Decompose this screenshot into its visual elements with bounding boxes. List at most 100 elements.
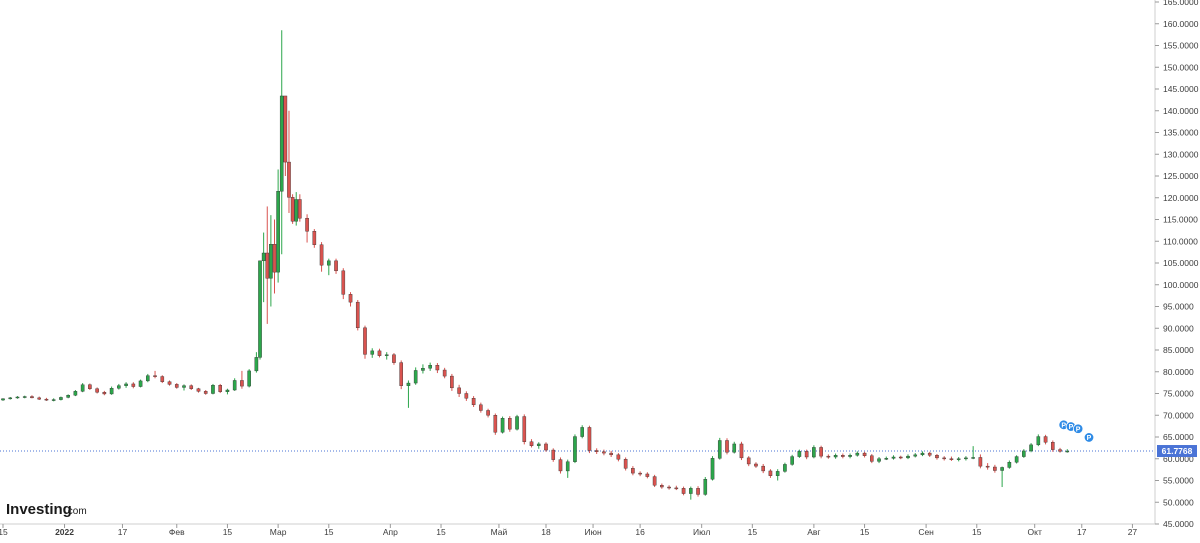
candle[interactable]: [493, 413, 498, 435]
candle[interactable]: [399, 360, 404, 390]
candle[interactable]: [652, 474, 657, 488]
candle[interactable]: [66, 394, 70, 399]
candle[interactable]: [935, 453, 939, 460]
candle[interactable]: [500, 416, 505, 434]
candle[interactable]: [196, 387, 201, 393]
candle[interactable]: [341, 268, 346, 300]
candle[interactable]: [717, 437, 722, 460]
candle[interactable]: [22, 395, 27, 399]
candle[interactable]: [790, 454, 794, 466]
candle[interactable]: [594, 448, 599, 454]
candle[interactable]: [508, 416, 512, 432]
candle[interactable]: [363, 325, 367, 359]
candle[interactable]: [450, 373, 454, 391]
candle[interactable]: [841, 453, 845, 459]
candle[interactable]: [1022, 449, 1026, 458]
candle[interactable]: [674, 485, 679, 491]
candle[interactable]: [725, 438, 729, 455]
candle[interactable]: [174, 383, 179, 389]
candle[interactable]: [544, 442, 548, 452]
candle[interactable]: [942, 456, 946, 461]
event-marker[interactable]: P: [1072, 423, 1084, 434]
candle[interactable]: [457, 384, 461, 397]
candle[interactable]: [392, 353, 396, 365]
candle[interactable]: [826, 454, 831, 459]
candle[interactable]: [59, 396, 63, 401]
candle[interactable]: [109, 386, 114, 395]
candle[interactable]: [413, 367, 418, 385]
candle[interactable]: [1, 398, 5, 401]
candle[interactable]: [44, 397, 49, 401]
candle[interactable]: [877, 457, 881, 464]
candle[interactable]: [993, 464, 997, 473]
candle[interactable]: [906, 454, 910, 460]
candle[interactable]: [971, 446, 975, 460]
candle[interactable]: [138, 379, 143, 388]
candle[interactable]: [580, 425, 584, 439]
candle[interactable]: [927, 451, 932, 458]
candle[interactable]: [819, 445, 823, 459]
candle[interactable]: [247, 369, 251, 388]
candle[interactable]: [160, 375, 165, 384]
candle[interactable]: [15, 396, 20, 399]
candle[interactable]: [855, 451, 860, 457]
candle[interactable]: [602, 449, 606, 456]
candle[interactable]: [956, 457, 961, 462]
candle[interactable]: [696, 486, 700, 497]
candle[interactable]: [225, 388, 230, 395]
candle[interactable]: [240, 370, 244, 389]
candle[interactable]: [761, 463, 765, 474]
candle[interactable]: [384, 352, 389, 360]
candle[interactable]: [265, 206, 270, 324]
candle[interactable]: [486, 408, 490, 418]
candle[interactable]: [464, 391, 469, 401]
candle[interactable]: [442, 367, 447, 379]
candle[interactable]: [298, 194, 302, 222]
candle[interactable]: [261, 232, 266, 303]
candle[interactable]: [73, 390, 78, 397]
candle[interactable]: [167, 380, 172, 386]
candle[interactable]: [985, 463, 990, 470]
candle[interactable]: [746, 456, 751, 467]
candle[interactable]: [283, 95, 288, 176]
candle[interactable]: [377, 348, 382, 358]
candle[interactable]: [862, 451, 867, 458]
candle[interactable]: [327, 258, 331, 276]
candle[interactable]: [536, 442, 541, 449]
event-marker[interactable]: P: [1083, 432, 1095, 443]
candle[interactable]: [515, 414, 519, 431]
candle[interactable]: [258, 260, 262, 360]
candle[interactable]: [529, 439, 534, 448]
candle[interactable]: [978, 454, 983, 469]
candle[interactable]: [30, 395, 34, 399]
candle[interactable]: [631, 466, 635, 476]
candle[interactable]: [623, 457, 628, 471]
event-markers[interactable]: P P PP: [1058, 419, 1095, 443]
candle[interactable]: [95, 387, 99, 394]
candle[interactable]: [1000, 466, 1004, 488]
candle[interactable]: [428, 362, 432, 371]
candle[interactable]: [689, 486, 693, 500]
candle[interactable]: [80, 383, 85, 393]
candle[interactable]: [276, 169, 280, 283]
candle[interactable]: [435, 363, 440, 374]
candle[interactable]: [189, 384, 194, 391]
x-axis[interactable]: 15 2022 17 Фев 15 Мар 15 Апр 15 Май 18 Июн 16 Июл 15 Ав…: [0, 524, 1137, 537]
candle[interactable]: [218, 383, 223, 394]
candle[interactable]: [616, 453, 621, 462]
candle[interactable]: [1007, 460, 1012, 469]
candle[interactable]: [479, 402, 483, 413]
candle[interactable]: [1065, 449, 1070, 453]
candle[interactable]: [117, 383, 121, 390]
candle[interactable]: [754, 462, 758, 468]
candle[interactable]: [884, 456, 889, 461]
candle[interactable]: [1029, 443, 1033, 453]
candle[interactable]: [102, 390, 107, 396]
candle[interactable]: [305, 214, 309, 243]
candle[interactable]: [312, 229, 317, 248]
candle[interactable]: [124, 382, 128, 388]
candle[interactable]: [131, 382, 136, 389]
candle[interactable]: [768, 469, 773, 478]
candle[interactable]: [182, 384, 186, 391]
candle[interactable]: [8, 396, 13, 400]
